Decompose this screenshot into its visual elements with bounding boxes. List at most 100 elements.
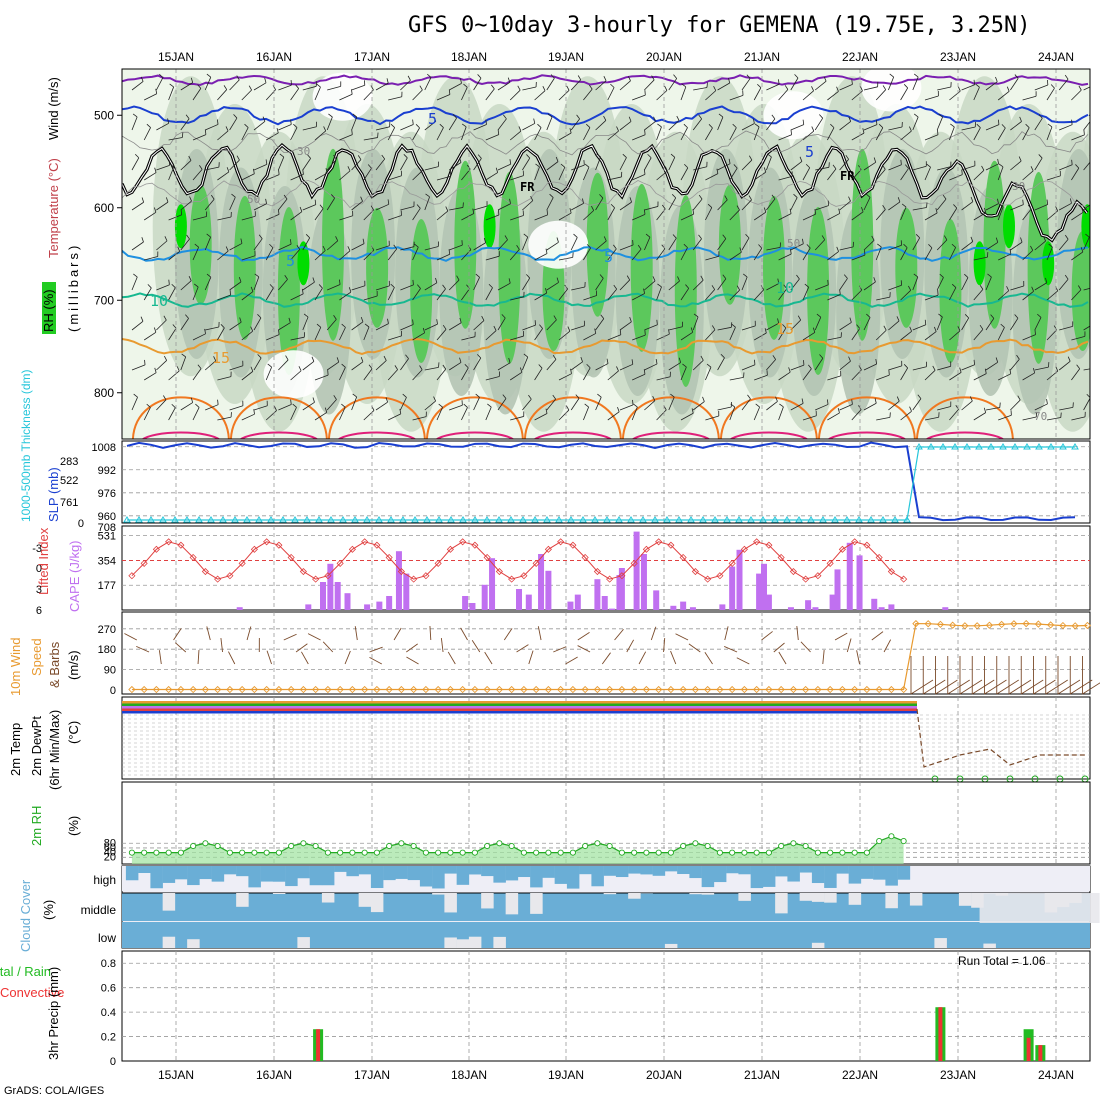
wind-barb-flag <box>928 244 933 249</box>
cloud-high-bar <box>432 866 445 889</box>
wind-barb <box>949 247 956 261</box>
cloud-high-bar <box>334 866 347 872</box>
wind-barb-flag <box>526 274 531 279</box>
lifted-index-marker <box>434 559 442 567</box>
thickness-marker <box>519 516 527 523</box>
wind-barb-flag <box>176 366 180 372</box>
wind-barb <box>570 79 582 91</box>
wind-barb-flag <box>811 86 814 92</box>
wind-barb-flag <box>752 118 755 124</box>
wind-barb <box>827 294 841 301</box>
cloud-middle-gap <box>603 893 617 895</box>
wind10-barb <box>724 626 729 641</box>
wind-barb <box>314 172 328 181</box>
wind-barb <box>412 332 425 341</box>
wind-barb <box>961 400 973 411</box>
wind-barb <box>924 331 937 341</box>
wind-barb-flag <box>903 243 908 248</box>
wind-barb-flag <box>285 355 289 361</box>
rh-shading-green <box>410 219 433 363</box>
wind-barb <box>217 130 229 141</box>
wind-barb <box>522 324 536 331</box>
wind-barb <box>448 162 462 171</box>
cape-bar <box>469 603 476 610</box>
wind10-barb <box>856 650 860 665</box>
wind-barb <box>217 294 231 301</box>
wind-barb <box>131 320 144 331</box>
rh-dry-pocket <box>312 72 373 121</box>
cape-bar <box>386 596 393 610</box>
thickness-marker <box>819 516 827 523</box>
wind10-barb <box>846 638 852 653</box>
wind-barb <box>388 175 402 181</box>
wind-barb <box>680 127 688 141</box>
wind-barb <box>692 238 702 251</box>
lifted-index-axis-label: Lifted Index <box>36 527 51 595</box>
cloud-high-bar <box>726 866 739 874</box>
wind-barb <box>753 406 760 421</box>
wind-barb <box>961 364 975 371</box>
wind-barb-flag <box>987 273 992 278</box>
rh2m-tick-label: 60 <box>104 842 116 854</box>
wind-barb <box>790 278 800 291</box>
wind-barb <box>534 253 548 261</box>
wind-barb <box>205 124 219 131</box>
wind-barb-flag <box>233 114 238 119</box>
cape-bar <box>765 594 772 610</box>
thickness-marker <box>387 516 395 523</box>
wind10-speed-marker <box>618 685 626 694</box>
contour-label: 5 <box>604 248 613 266</box>
lifted-index-marker <box>863 541 871 549</box>
wind-barb-flag <box>938 313 943 318</box>
cloud-low-gap <box>456 939 470 948</box>
thickness-marker <box>495 516 503 523</box>
wind-barb <box>790 124 804 131</box>
thickness-marker <box>411 516 419 523</box>
cloud-high-bar <box>860 866 874 879</box>
wind-barb-flag <box>253 168 255 174</box>
cloud-high-bar <box>505 866 519 881</box>
thickness-marker <box>219 516 227 523</box>
cape-bar <box>805 600 812 610</box>
wind-barb <box>619 404 634 411</box>
wind-barb-flag <box>570 368 572 374</box>
cloud-high-bar <box>689 866 702 879</box>
wind-barb <box>143 211 157 221</box>
wind-barb-flag <box>816 313 822 318</box>
rh2m-marker <box>827 849 834 856</box>
wind-barb <box>644 121 656 131</box>
wind-barb <box>326 197 335 211</box>
rh2m-marker <box>545 849 552 856</box>
lifted-index-marker <box>361 538 369 546</box>
wind10-barb <box>503 628 513 641</box>
wind-barb-flag <box>629 317 632 322</box>
temp-contour-25 <box>925 431 1004 439</box>
wind-barb-flag <box>837 407 840 414</box>
lifted-index-marker <box>410 575 418 583</box>
wind-barb <box>192 88 202 101</box>
wind10-barb <box>369 656 383 665</box>
wind10-speed-marker <box>312 685 320 694</box>
wind-barb-flag <box>619 329 622 335</box>
wind-barb <box>680 167 689 181</box>
wind-barb <box>278 156 285 171</box>
wind-barb <box>961 201 974 211</box>
wind-barb-flag <box>504 235 508 240</box>
wind10-barb <box>393 627 402 641</box>
wind-barb-flag <box>1043 236 1046 242</box>
wind-barb-flag <box>707 203 713 208</box>
wind-barb <box>278 84 292 91</box>
wind-barb <box>900 168 909 181</box>
precip-convective-bar <box>938 1007 943 1061</box>
wind-barb-flag <box>277 209 280 215</box>
thickness-tick-label: 283 <box>60 456 78 468</box>
wind-barb <box>668 237 677 251</box>
wind-barb-flag <box>1048 243 1053 248</box>
wind-barb <box>546 359 557 371</box>
wind-barb <box>973 373 987 381</box>
wind-barb-flag <box>1077 285 1082 290</box>
wind-barb-flag <box>782 324 787 329</box>
wind-barb <box>412 89 423 101</box>
wind-barb-flag <box>461 123 467 128</box>
